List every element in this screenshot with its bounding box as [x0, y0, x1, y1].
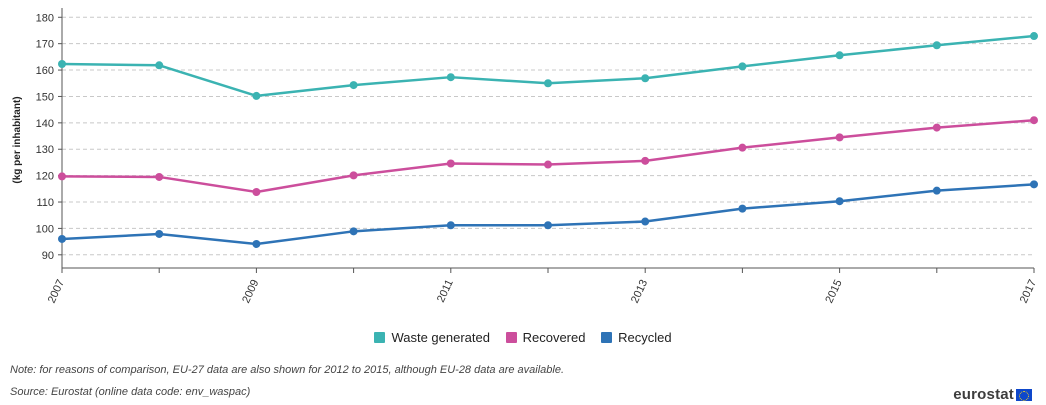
- chart-legend: Waste generated Recovered Recycled: [0, 330, 1046, 346]
- data-point-recovered: [738, 143, 747, 152]
- y-tick-label: 140: [36, 118, 54, 130]
- eurostat-logo: eurostat: [953, 386, 1032, 403]
- data-point-recycled: [155, 229, 164, 238]
- chart-gridlines: [62, 16, 1034, 256]
- chart-series: [58, 32, 1038, 248]
- data-point-recovered: [1030, 116, 1038, 125]
- eu-flag-icon: [1016, 388, 1032, 401]
- data-point-recycled: [544, 221, 552, 230]
- y-axis-label: (kg per inhabitant): [12, 96, 23, 183]
- x-tick-label: 2013: [629, 278, 650, 305]
- data-point-recycled: [252, 239, 261, 248]
- y-tick-label: 170: [36, 39, 54, 51]
- series-line-recovered: [61, 118, 1035, 194]
- data-point-waste-generated: [835, 51, 844, 60]
- data-point-recycled: [349, 227, 358, 236]
- data-point-recycled: [641, 217, 650, 226]
- data-point-waste-generated: [932, 41, 941, 50]
- legend-swatch: [374, 332, 386, 343]
- data-point-waste-generated: [155, 61, 164, 70]
- x-tick-label: 2011: [435, 278, 456, 305]
- y-tick-label: 160: [36, 65, 54, 77]
- y-axis: 90 100 110 120 130 140 150 160 170 180: [36, 8, 63, 268]
- data-point-waste-generated: [252, 91, 261, 100]
- data-point-waste-generated: [446, 73, 455, 82]
- y-tick-label: 180: [36, 12, 54, 24]
- data-point-recovered: [641, 156, 650, 165]
- data-point-recycled: [446, 221, 455, 230]
- y-tick-label: 130: [36, 144, 54, 156]
- data-point-recycled: [1030, 180, 1038, 189]
- data-point-recovered: [932, 123, 941, 132]
- series-line-recycled: [61, 183, 1035, 246]
- y-tick-label: 120: [36, 171, 54, 183]
- legend-item-waste-generated[interactable]: Waste generated: [374, 330, 490, 345]
- data-point-recovered: [835, 133, 844, 142]
- data-point-waste-generated: [641, 74, 650, 83]
- chart-note: Note: for reasons of comparison, EU-27 d…: [10, 364, 565, 376]
- data-point-recovered: [544, 160, 552, 169]
- x-tick-label: 2007: [46, 278, 67, 305]
- y-tick-label: 150: [36, 91, 54, 103]
- y-tick-label: 110: [36, 197, 54, 209]
- data-point-recycled: [58, 234, 66, 243]
- data-point-waste-generated: [1030, 32, 1038, 41]
- data-point-recovered: [252, 187, 261, 196]
- x-tick-label: 2015: [823, 278, 844, 305]
- legend-item-recovered[interactable]: Recovered: [505, 330, 586, 345]
- data-point-recovered: [58, 172, 66, 181]
- legend-swatch: [601, 332, 613, 343]
- data-point-waste-generated: [58, 59, 66, 68]
- x-tick-label: 2017: [1018, 278, 1039, 305]
- logo-text: eurostat: [953, 386, 1014, 403]
- data-point-waste-generated: [544, 79, 552, 88]
- data-point-recovered: [155, 172, 164, 181]
- data-point-waste-generated: [349, 81, 358, 90]
- data-point-recovered: [349, 171, 358, 180]
- y-tick-label: 100: [36, 223, 54, 235]
- y-tick-label: 90: [42, 250, 54, 262]
- data-point-waste-generated: [738, 62, 747, 71]
- legend-swatch: [505, 332, 517, 343]
- x-axis: 2007 2009 2011 2013 2015 2017: [46, 267, 1039, 305]
- data-point-recycled: [932, 186, 941, 195]
- chart-source: Source: Eurostat (online data code: env_…: [10, 386, 251, 398]
- data-point-recovered: [446, 159, 455, 168]
- data-point-recycled: [835, 197, 844, 206]
- data-point-recycled: [738, 204, 747, 213]
- legend-label: Recycled: [618, 330, 672, 345]
- x-tick-label: 2009: [240, 278, 261, 305]
- legend-label: Waste generated: [391, 330, 490, 345]
- legend-item-recycled[interactable]: Recycled: [601, 330, 672, 345]
- legend-label: Recovered: [522, 330, 586, 345]
